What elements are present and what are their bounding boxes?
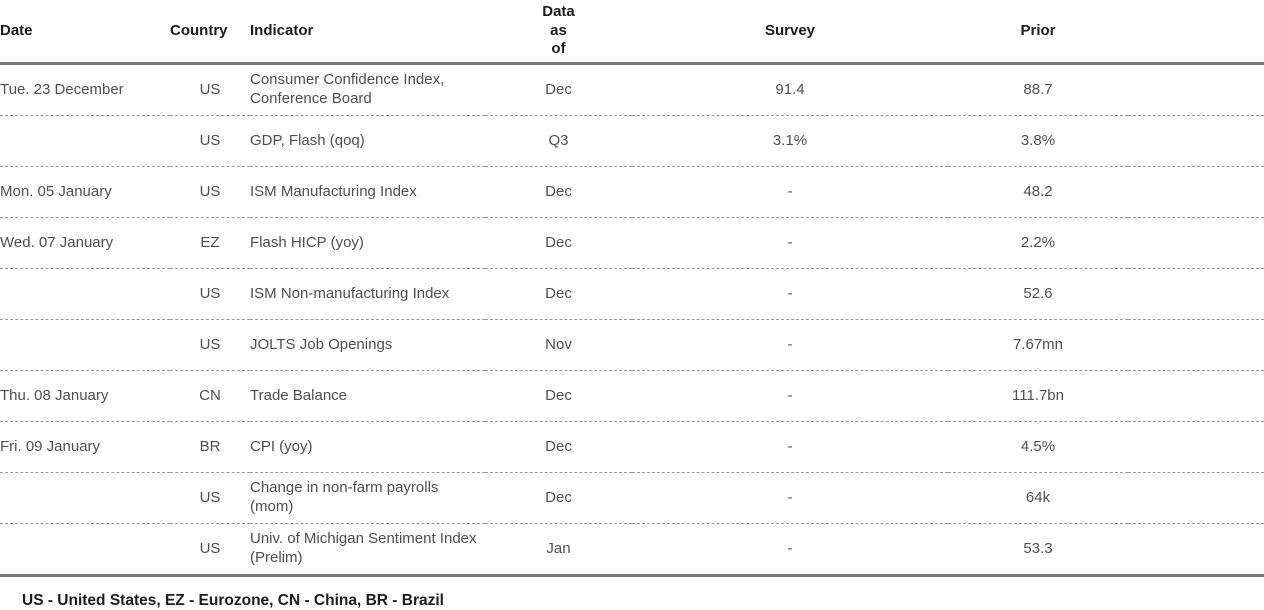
cell-data-as-of: Dec [485, 63, 632, 116]
cell-date [0, 472, 170, 524]
cell-prior: 7.67mn [948, 319, 1128, 371]
cell-survey: - [632, 166, 948, 218]
column-header-prior: Prior [948, 0, 1128, 65]
cell-data-as-of: Dec [485, 268, 632, 320]
table-row: US Univ. of Michigan Sentiment Index (Pre… [0, 523, 1264, 577]
table-row: US ISM Non-manufacturing Index Dec -52.6 [0, 268, 1264, 320]
cell-indicator: Univ. of Michigan Sentiment Index (Preli… [250, 523, 485, 577]
cell-survey: - [632, 370, 948, 422]
cell-spacer [1128, 115, 1264, 167]
column-header-data-as-of: Data as of [485, 0, 632, 65]
cell-survey: - [632, 268, 948, 320]
header-row: Date Country Indicator Data as of Survey… [0, 0, 1264, 65]
cell-spacer [1128, 523, 1264, 577]
cell-prior: 4.5% [948, 421, 1128, 473]
cell-date: Wed. 07 January [0, 217, 170, 269]
cell-country: US [170, 63, 250, 116]
cell-data-as-of: Dec [485, 421, 632, 473]
cell-survey: - [632, 217, 948, 269]
cell-spacer [1128, 217, 1264, 269]
cell-country: BR [170, 421, 250, 473]
cell-spacer [1128, 472, 1264, 524]
table-body: Tue. 23 December US Consumer Confidence In… [0, 63, 1264, 577]
cell-data-as-of: Nov [485, 319, 632, 371]
column-header-spacer [1128, 0, 1264, 65]
cell-date: Mon. 05 January [0, 166, 170, 218]
cell-prior: 52.6 [948, 268, 1128, 320]
cell-indicator: Trade Balance [250, 370, 485, 422]
cell-date: Thu. 08 January [0, 370, 170, 422]
cell-survey: 91.4 [632, 63, 948, 116]
cell-prior: 3.8% [948, 115, 1128, 167]
cell-country: US [170, 166, 250, 218]
column-header-country: Country [170, 0, 250, 65]
country-legend-footnote: US - United States, EZ - Eurozone, CN - … [22, 592, 444, 609]
cell-spacer [1128, 63, 1264, 116]
cell-survey: - [632, 421, 948, 473]
cell-indicator: ISM Non-manufacturing Index [250, 268, 485, 320]
cell-survey: - [632, 319, 948, 371]
cell-spacer [1128, 268, 1264, 320]
cell-indicator: Change in non-farm payrolls (mom) [250, 472, 485, 524]
cell-spacer [1128, 319, 1264, 371]
column-header-date: Date [0, 0, 170, 65]
cell-date: Tue. 23 December [0, 63, 170, 116]
table-header: Date Country Indicator Data as of Survey… [0, 0, 1264, 65]
cell-prior: 64k [948, 472, 1128, 524]
table-row: Thu. 08 January CN Trade Balance Dec -111.7b… [0, 370, 1264, 422]
cell-country: US [170, 523, 250, 577]
table-row: US JOLTS Job Openings Nov -7.67mn [0, 319, 1264, 371]
cell-indicator: CPI (yoy) [250, 421, 485, 473]
table-row: US GDP, Flash (qoq) Q3 3.1% 3.8% [0, 115, 1264, 167]
cell-date [0, 319, 170, 371]
cell-country: CN [170, 370, 250, 422]
cell-prior: 48.2 [948, 166, 1128, 218]
column-header-indicator: Indicator [250, 0, 485, 65]
cell-prior: 2.2% [948, 217, 1128, 269]
cell-survey: 3.1% [632, 115, 948, 167]
table-row: US Change in non-farm payrolls (mom) Dec -6… [0, 472, 1264, 524]
table-row: Mon. 05 January US ISM Manufacturing Index… [0, 166, 1264, 218]
cell-data-as-of: Q3 [485, 115, 632, 167]
table-row: Tue. 23 December US Consumer Confidence In… [0, 63, 1264, 116]
cell-country: US [170, 115, 250, 167]
cell-data-as-of: Dec [485, 472, 632, 524]
cell-country: US [170, 319, 250, 371]
economic-calendar-table: Date Country Indicator Data as of Survey… [0, 0, 1264, 577]
cell-data-as-of: Dec [485, 166, 632, 218]
cell-date [0, 115, 170, 167]
cell-indicator: JOLTS Job Openings [250, 319, 485, 371]
cell-data-as-of: Dec [485, 370, 632, 422]
cell-indicator: GDP, Flash (qoq) [250, 115, 485, 167]
table-row: Wed. 07 January EZ Flash HICP (yoy) Dec -2.2… [0, 217, 1264, 269]
cell-spacer [1128, 421, 1264, 473]
cell-date [0, 268, 170, 320]
cell-indicator: Flash HICP (yoy) [250, 217, 485, 269]
cell-spacer [1128, 370, 1264, 422]
cell-indicator: ISM Manufacturing Index [250, 166, 485, 218]
cell-country: US [170, 268, 250, 320]
cell-date: Fri. 09 January [0, 421, 170, 473]
cell-data-as-of: Jan [485, 523, 632, 577]
cell-indicator: Consumer Confidence Index, Conference Bo… [250, 63, 485, 116]
cell-prior: 111.7bn [948, 370, 1128, 422]
cell-date [0, 523, 170, 577]
cell-country: US [170, 472, 250, 524]
cell-survey: - [632, 472, 948, 524]
cell-spacer [1128, 166, 1264, 218]
cell-country: EZ [170, 217, 250, 269]
cell-prior: 88.7 [948, 63, 1128, 116]
cell-data-as-of: Dec [485, 217, 632, 269]
table-row: Fri. 09 January BR CPI (yoy) Dec -4.5% [0, 421, 1264, 473]
cell-survey: - [632, 523, 948, 577]
cell-prior: 53.3 [948, 523, 1128, 577]
column-header-survey: Survey [632, 0, 948, 65]
